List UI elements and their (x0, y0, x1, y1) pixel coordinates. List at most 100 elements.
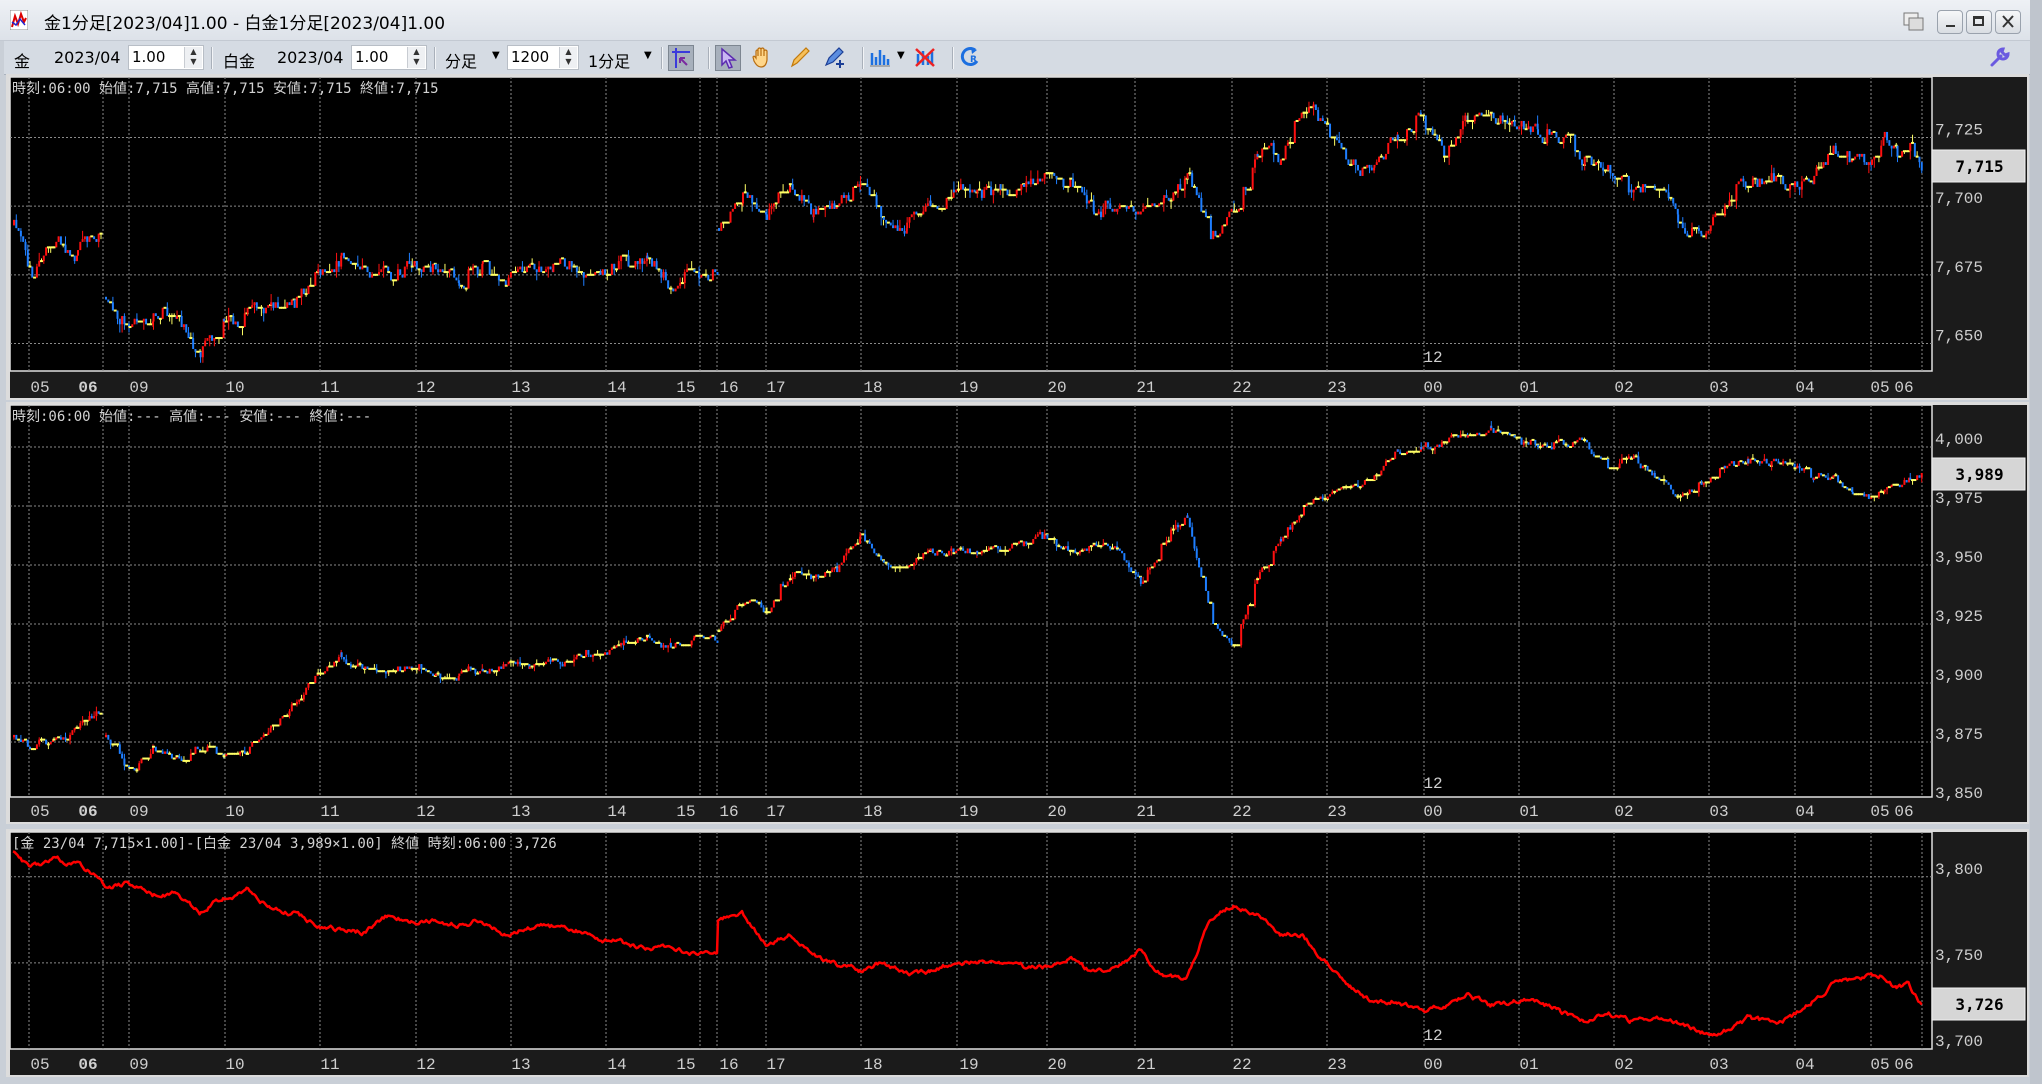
crosshair-cursor-button[interactable] (668, 45, 694, 71)
candle-body (589, 654, 592, 658)
candle-body (361, 664, 364, 669)
settings-button[interactable] (1988, 45, 2014, 71)
chart-type-button[interactable] (868, 45, 894, 71)
candle-body (587, 649, 590, 655)
candle-body (1270, 142, 1273, 146)
x-tick-label: 23 (1327, 379, 1346, 397)
candle-body (1378, 156, 1381, 163)
candle-body (185, 324, 188, 333)
chart-panel-1[interactable]: 7,725 7,700 7,675 7,650 05 06 09 10 11 12 13 14 15 16… (6, 74, 2029, 400)
time-axis[interactable] (10, 1049, 1932, 1075)
candle-body (15, 219, 18, 229)
candle-body (1226, 217, 1229, 226)
candle-body (854, 543, 857, 547)
timeframe-dropdown[interactable]: 1分足 (588, 52, 631, 71)
plot-area[interactable] (9, 404, 1933, 798)
hand-pan-button[interactable] (750, 45, 776, 71)
toolbar-separator (862, 47, 864, 69)
candle-body (1204, 576, 1207, 591)
gold-multiplier-input[interactable]: 1.00 ▲ ▼ (128, 45, 204, 70)
x-tick-label: 17 (766, 379, 785, 397)
candle-body (1557, 439, 1560, 443)
candle-body (1576, 439, 1579, 443)
candle-body (1918, 475, 1921, 478)
bar-count-input[interactable]: 1200 ▲ ▼ (507, 45, 579, 70)
candle-body (1641, 184, 1644, 193)
candle-body (1319, 496, 1322, 499)
y-tick-label: 3,850 (1935, 785, 1983, 803)
time-axis[interactable] (10, 371, 1932, 398)
candle-body (1798, 465, 1801, 469)
candle-body (1399, 451, 1402, 455)
pointer-button[interactable] (715, 45, 741, 71)
candle-body (116, 310, 119, 319)
restore-tile-icon[interactable] (1903, 12, 1925, 32)
candle-body (1368, 164, 1371, 168)
candle-body (793, 572, 796, 577)
maximize-button[interactable] (1966, 10, 1992, 34)
candle-body (514, 661, 517, 665)
close-button[interactable] (1995, 10, 2021, 34)
timeframe-chevron-down-icon[interactable]: ▼ (644, 50, 652, 61)
candle-body (547, 659, 550, 662)
candle-body (1155, 560, 1158, 563)
candle-body (748, 195, 751, 198)
chart-type-chevron-down-icon[interactable]: ▼ (897, 50, 905, 61)
candle-body (1737, 181, 1740, 185)
candle-body (1846, 151, 1849, 157)
bar-count-spinner[interactable]: ▲ ▼ (559, 47, 577, 68)
price-axis[interactable] (1932, 77, 2027, 398)
candle-body (1438, 444, 1441, 448)
candle-body (321, 269, 324, 275)
candle-body (1492, 428, 1495, 433)
period-unit-dropdown[interactable]: 分足 (445, 52, 478, 71)
candle-body (1850, 489, 1853, 492)
candle-body (342, 657, 345, 660)
candle-body (1639, 463, 1642, 469)
candle-body (1127, 562, 1130, 568)
candle-body (55, 737, 58, 740)
price-axis[interactable] (1932, 832, 2027, 1075)
line-pen-button[interactable] (823, 45, 849, 71)
candle-body (1537, 129, 1539, 135)
period-unit-chevron-down-icon[interactable]: ▼ (492, 50, 500, 61)
platinum-multiplier-spinner[interactable]: ▲ ▼ (407, 47, 425, 68)
pencil-button[interactable] (788, 45, 814, 71)
delete-drawing-button[interactable] (913, 45, 939, 71)
plot-area[interactable] (9, 831, 1933, 1050)
candle-body (19, 230, 22, 237)
plot-area[interactable] (9, 76, 1933, 372)
candle-body (133, 318, 136, 325)
gold-contract-month[interactable]: 2023/04 (54, 48, 121, 67)
chart-panel-2[interactable]: 4,000 3,975 3,950 3,925 3,900 3,875 3,850 05 06 0… (6, 402, 2029, 824)
minimize-button[interactable] (1937, 10, 1963, 34)
candle-body (817, 574, 820, 577)
candle-body (111, 302, 114, 311)
time-axis[interactable] (10, 797, 1932, 822)
candle-body (833, 567, 836, 570)
candle-body (815, 208, 818, 215)
title-bar[interactable]: 金1分足[2023/04]1.00 - 白金1分足[2023/04]1.00 (0, 0, 2042, 41)
candle-body (42, 255, 45, 262)
refresh-button[interactable]: R (958, 45, 984, 71)
candle-body (206, 338, 209, 341)
platinum-multiplier-input[interactable]: 1.00 ▲ ▼ (351, 45, 427, 70)
candle-body (610, 647, 613, 650)
chart-panel-3[interactable]: 3,800 3,750 3,700 05 06 09 10 11 12 13 14 15 16 17 18 1… (6, 829, 2029, 1077)
x-tick-label: 06 (1894, 1056, 1913, 1074)
candle-body (570, 261, 573, 267)
candle-body (793, 189, 796, 196)
y-tick-label: 3,800 (1935, 861, 1983, 879)
gold-multiplier-spinner[interactable]: ▲ ▼ (184, 47, 202, 68)
platinum-contract-month[interactable]: 2023/04 (277, 48, 344, 67)
candle-body (97, 711, 100, 714)
candle-body (458, 283, 461, 286)
candle-body (1099, 211, 1102, 218)
candle-body (824, 572, 827, 577)
candle-body (1457, 435, 1460, 438)
candle-body (333, 661, 336, 667)
candle-body (170, 753, 173, 759)
candle-body (1104, 200, 1107, 209)
candle-body (1548, 129, 1551, 135)
